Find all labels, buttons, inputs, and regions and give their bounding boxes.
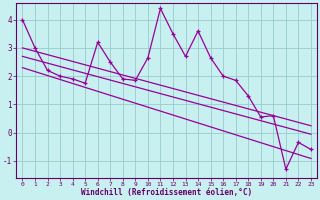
X-axis label: Windchill (Refroidissement éolien,°C): Windchill (Refroidissement éolien,°C) — [81, 188, 252, 197]
